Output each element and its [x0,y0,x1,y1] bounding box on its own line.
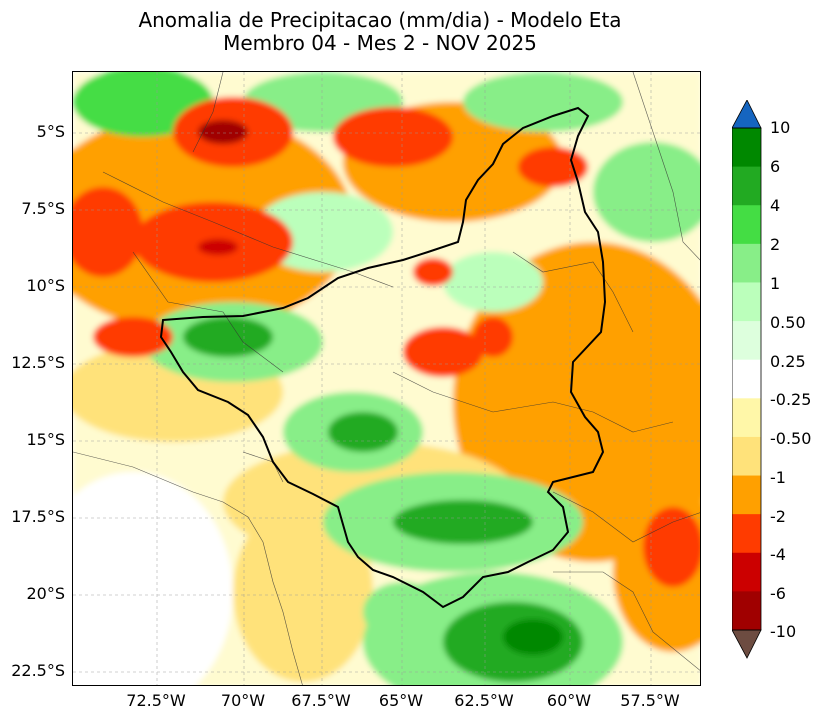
colorbar-bin [732,205,761,245]
colorbar-bin [732,514,761,554]
lon-label-62-5w: 62.5°W [454,691,514,710]
colorbar-bin [732,282,761,322]
lon-label-57-5w: 57.5°W [620,691,680,710]
lon-label-70w: 70°W [220,691,266,710]
map-title-line2: Membro 04 - Mes 2 - NOV 2025 [223,31,537,55]
precipitation-anomaly-map [72,71,701,686]
colorbar-label-neg-6: -6 [770,584,786,603]
colorbar-bin [732,166,761,206]
colorbar-label-1: 1 [770,274,781,293]
colorbar-bin [732,128,761,168]
colorbar-bin [732,436,761,477]
colorbar-bin [732,475,761,515]
colorbar-label-4: 4 [770,196,781,215]
colorbar-bin [732,359,761,399]
colorbar-bin [732,591,761,631]
colorbar-label-neg-0-50: -0.50 [770,429,812,448]
colorbar-label-neg-2: -2 [770,507,786,526]
colorbar-label-neg-4: -4 [770,545,786,564]
colorbar-over-arrow [732,100,762,129]
lon-label-60w: 60°W [546,691,592,710]
lat-label-12-5s: 12.5°S [11,353,65,372]
colorbar-under-arrow [732,629,762,659]
colorbar-bin [732,243,761,283]
colorbar-label-neg-0-25: -0.25 [770,390,812,409]
lat-label-15s: 15°S [26,430,65,449]
lat-label-7-5s: 7.5°S [21,199,65,218]
colorbar-label-neg-10: -10 [770,622,797,641]
lat-label-5s: 5°S [36,122,65,141]
lat-label-10s: 10°S [26,276,65,295]
colorbar-bin [732,552,761,592]
colorbar-label-2: 2 [770,235,781,254]
colorbar-label-10: 10 [770,118,791,137]
lat-label-17-5s: 17.5°S [11,507,65,526]
lon-label-65w: 65°W [378,691,424,710]
anomaly-field [73,72,700,685]
colorbar-label-6: 6 [770,157,781,176]
colorbar-label-neg-1: -1 [770,468,786,487]
map-title-line1: Anomalia de Precipitacao (mm/dia) - Mode… [138,8,622,32]
lat-label-22-5s: 22.5°S [11,661,65,680]
colorbar-label-0-25: 0.25 [770,352,806,371]
colorbar-label-0-50: 0.50 [770,313,806,332]
lon-label-72-5w: 72.5°W [126,691,186,710]
colorbar-bin [732,398,761,438]
lon-label-67-5w: 67.5°W [291,691,351,710]
colorbar-bin [732,321,761,361]
lat-label-20s: 20°S [26,584,65,603]
colorbar [732,100,762,659]
